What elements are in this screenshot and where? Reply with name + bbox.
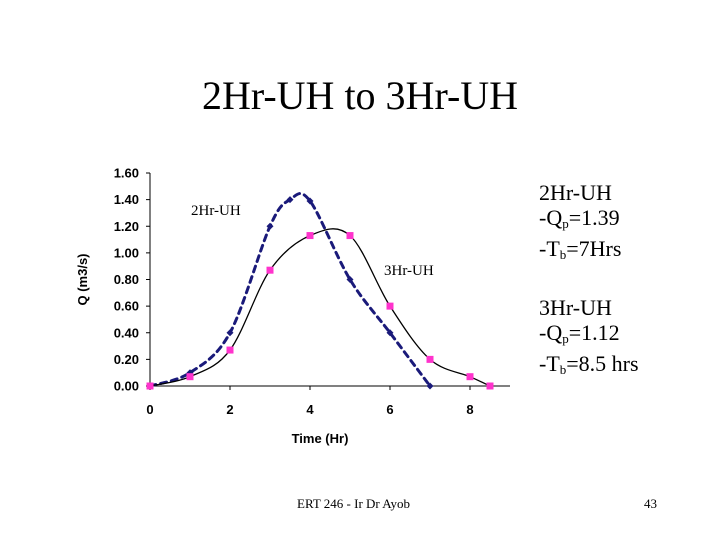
data-point-3hr-uh	[226, 346, 234, 354]
data-point-3hr-uh	[346, 232, 354, 240]
stats-3hr-heading: 3Hr-UH	[539, 295, 612, 320]
x-tick-label: 4	[306, 402, 314, 417]
data-point-3hr-uh	[186, 373, 194, 381]
y-tick-label: 1.40	[114, 192, 139, 207]
series-2hr-uh	[146, 192, 434, 390]
data-point-2hr-uh	[226, 329, 234, 337]
annotation-2hr-uh: 2Hr-UH	[191, 203, 241, 219]
data-point-3hr-uh	[466, 373, 474, 381]
x-tick-label: 6	[386, 402, 393, 417]
y-tick-label: 1.60	[114, 166, 139, 181]
data-point-3hr-uh	[486, 382, 494, 390]
data-point-3hr-uh	[146, 382, 154, 390]
series-line-2hr-uh	[148, 192, 432, 388]
x-tick-label: 0	[146, 402, 153, 417]
x-axis-title: Time (Hr)	[292, 431, 349, 446]
y-tick-label: 0.20	[114, 352, 139, 367]
stats-2hr-heading: 2Hr-UH	[539, 180, 612, 205]
y-tick-label: 0.40	[114, 325, 139, 340]
data-point-2hr-uh	[286, 196, 294, 204]
y-axis-title: Q (m3/s)	[75, 253, 90, 305]
y-tick-label: 0.80	[114, 272, 139, 287]
data-point-3hr-uh	[266, 266, 274, 274]
data-point-2hr-uh	[266, 222, 274, 230]
data-point-3hr-uh	[426, 355, 434, 363]
annotation-3hr-uh: 3Hr-UH	[384, 263, 434, 279]
unit-hydrograph-chart: 0.00 0.20 0.40 0.60 0.80 1.00 1.20 1.40 1.60 0 2 4…	[75, 166, 510, 446]
x-tick-label: 2	[226, 402, 233, 417]
y-tick-label: 1.00	[114, 245, 139, 260]
data-point-3hr-uh	[386, 302, 394, 310]
series-layer	[146, 192, 494, 390]
slide-title: 2Hr-UH to 3Hr-UH	[201, 73, 519, 118]
stats-3hr-tb: -Tb=8.5 hrs	[539, 351, 639, 377]
stats-2hr-qp: -Qp=1.39	[539, 205, 620, 231]
stats-2hr-uh: 2Hr-UH -Qp=1.39 -Tb=7Hrs	[539, 180, 621, 267]
series-3hr-uh	[146, 228, 494, 390]
data-point-3hr-uh	[306, 232, 314, 240]
data-point-2hr-uh	[426, 382, 434, 390]
y-tick-label: 0.60	[114, 299, 139, 314]
stats-2hr-tb: -Tb=7Hrs	[539, 236, 622, 262]
slide-number: 43	[644, 496, 657, 511]
y-tick-label: 0.00	[114, 379, 139, 394]
y-tick-label: 1.20	[114, 219, 139, 234]
footer-text: ERT 246 - Ir Dr Ayob	[297, 496, 410, 511]
y-axis-ticks: 0.00 0.20 0.40 0.60 0.80 1.00 1.20 1.40 1.60	[114, 166, 150, 394]
data-point-2hr-uh	[346, 276, 354, 283]
data-point-2hr-uh	[306, 197, 314, 205]
data-point-2hr-uh	[386, 329, 394, 337]
stats-3hr-uh: 3Hr-UH -Qp=1.12 -Tb=8.5 hrs	[539, 295, 639, 382]
x-axis-ticks: 0 2 4 6 8	[146, 386, 474, 417]
stats-3hr-qp: -Qp=1.12	[539, 320, 620, 346]
series-line-3hr-uh	[149, 228, 491, 387]
x-tick-label: 8	[466, 402, 473, 417]
